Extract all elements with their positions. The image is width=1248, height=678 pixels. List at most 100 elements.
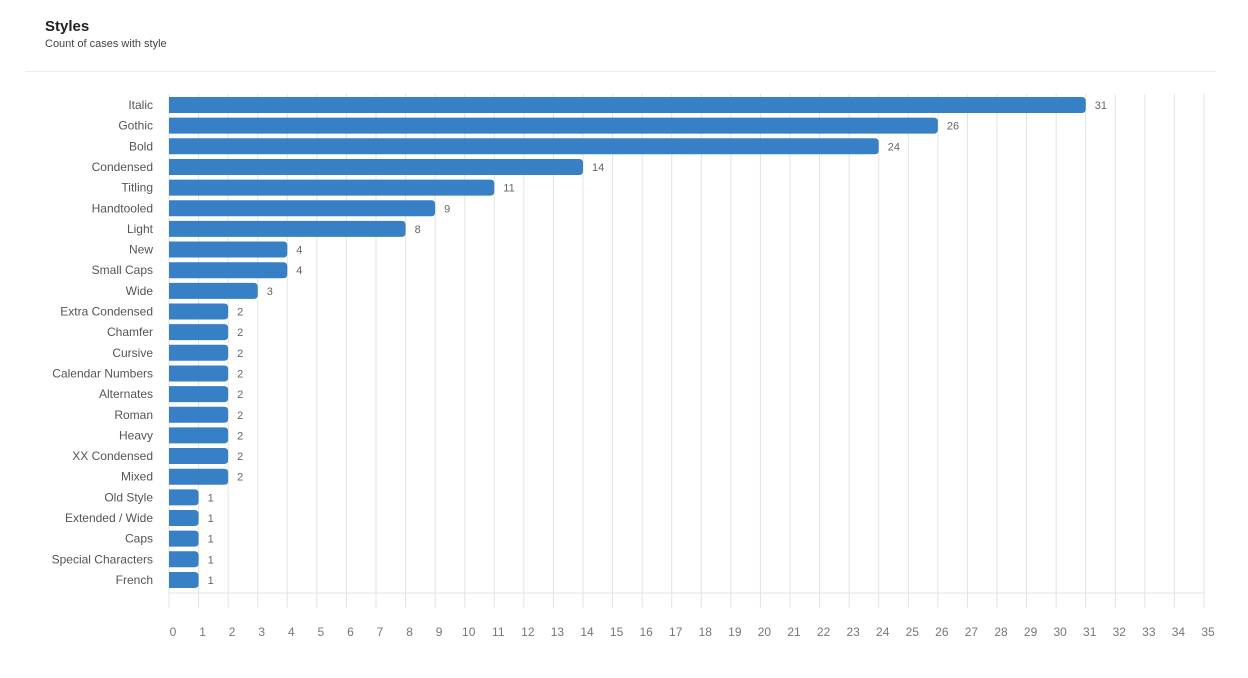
x-tick-label: 31	[1083, 625, 1097, 639]
data-label: 14	[592, 162, 604, 174]
y-tick-label: Alternates	[99, 387, 153, 401]
y-tick-label: New	[129, 243, 153, 257]
x-tick-label: 10	[462, 625, 476, 639]
data-label: 1	[208, 492, 214, 504]
data-label: 2	[237, 307, 243, 319]
bar	[169, 200, 436, 217]
bar	[169, 97, 1086, 113]
x-tick-label: 3	[258, 625, 265, 639]
y-tick-label: Titling	[121, 181, 153, 195]
bar	[169, 448, 229, 465]
bar	[169, 406, 229, 423]
data-label: 1	[208, 534, 214, 546]
data-label: 1	[208, 554, 214, 566]
y-tick-label: Roman	[114, 408, 153, 422]
x-tick-label: 12	[521, 625, 535, 639]
chart-title: Styles	[45, 18, 90, 35]
x-tick-label: 29	[1024, 625, 1038, 639]
y-tick-label: Calendar Numbers	[52, 366, 153, 380]
bar	[169, 427, 229, 444]
x-tick-label: 4	[288, 625, 295, 639]
chart-subtitle: Count of cases with style	[45, 38, 167, 50]
bar	[169, 324, 229, 341]
x-tick-label: 22	[817, 625, 831, 639]
bar	[169, 158, 583, 175]
bar	[169, 303, 229, 320]
x-tick-label: 33	[1142, 625, 1156, 639]
x-tick-label: 34	[1172, 625, 1186, 639]
data-label: 2	[237, 430, 243, 442]
x-tick-label: 28	[994, 625, 1008, 639]
x-tick-label: 17	[669, 625, 683, 639]
bar	[169, 344, 229, 361]
data-label: 2	[237, 410, 243, 422]
x-tick-label: 14	[580, 625, 594, 639]
y-tick-label: Caps	[125, 532, 153, 546]
bar	[169, 551, 199, 568]
x-tick-label: 18	[699, 625, 713, 639]
x-tick-label: 32	[1113, 625, 1127, 639]
data-label: 2	[237, 368, 243, 380]
data-label: 1	[208, 513, 214, 525]
bar	[169, 262, 288, 279]
y-tick-label: Heavy	[119, 428, 153, 442]
bar	[169, 489, 199, 506]
y-tick-label: XX Condensed	[72, 449, 153, 463]
data-label: 26	[947, 121, 959, 133]
y-tick-label: Gothic	[118, 119, 153, 133]
x-tick-label: 30	[1053, 625, 1067, 639]
x-tick-label: 35	[1201, 625, 1215, 639]
y-tick-label: Old Style	[104, 490, 153, 504]
bar	[169, 468, 229, 485]
x-tick-label: 15	[610, 625, 624, 639]
x-tick-label: 6	[347, 625, 354, 639]
x-tick-label: 13	[551, 625, 565, 639]
divider	[25, 71, 1216, 72]
bar	[169, 386, 229, 403]
x-tick-label: 1	[199, 625, 206, 639]
y-tick-label: Chamfer	[107, 325, 153, 339]
x-tick-label: 25	[906, 625, 920, 639]
bar	[169, 138, 879, 155]
x-tick-label: 16	[639, 625, 653, 639]
y-tick-label: French	[116, 573, 153, 587]
data-label: 2	[237, 327, 243, 339]
data-label: 9	[444, 203, 450, 215]
x-tick-label: 21	[787, 625, 801, 639]
y-tick-label: Cursive	[112, 346, 153, 360]
x-tick-label: 2	[229, 625, 236, 639]
x-tick-label: 19	[728, 625, 742, 639]
data-label: 4	[296, 245, 302, 257]
data-label: 8	[415, 224, 421, 236]
x-tick-label: 11	[492, 625, 505, 639]
bar	[169, 365, 229, 382]
x-tick-label: 27	[965, 625, 979, 639]
x-tick-label: 5	[318, 625, 325, 639]
y-tick-label: Small Caps	[92, 263, 153, 277]
bar	[169, 571, 199, 588]
x-tick-label: 23	[846, 625, 860, 639]
data-label: 2	[237, 348, 243, 360]
y-tick-label: Bold	[129, 139, 153, 153]
y-tick-label: Special Characters	[52, 552, 153, 566]
x-tick-label: 8	[406, 625, 413, 639]
bar	[169, 179, 495, 196]
bar	[169, 510, 199, 526]
x-tick-label: 20	[758, 625, 772, 639]
x-tick-label: 26	[935, 625, 949, 639]
data-label: 2	[237, 472, 243, 484]
bar	[169, 220, 406, 237]
x-tick-label: 9	[436, 625, 443, 639]
data-label: 4	[296, 265, 302, 277]
bar	[169, 530, 199, 547]
data-label: 1	[208, 575, 214, 587]
y-tick-label: Extended / Wide	[65, 511, 153, 525]
data-label: 2	[237, 451, 243, 463]
y-tick-label: Extra Condensed	[60, 305, 153, 319]
y-tick-label: Wide	[126, 284, 154, 298]
bar	[169, 117, 938, 134]
y-tick-label: Condensed	[92, 160, 153, 174]
data-label: 11	[503, 183, 514, 195]
data-label: 24	[888, 141, 900, 153]
